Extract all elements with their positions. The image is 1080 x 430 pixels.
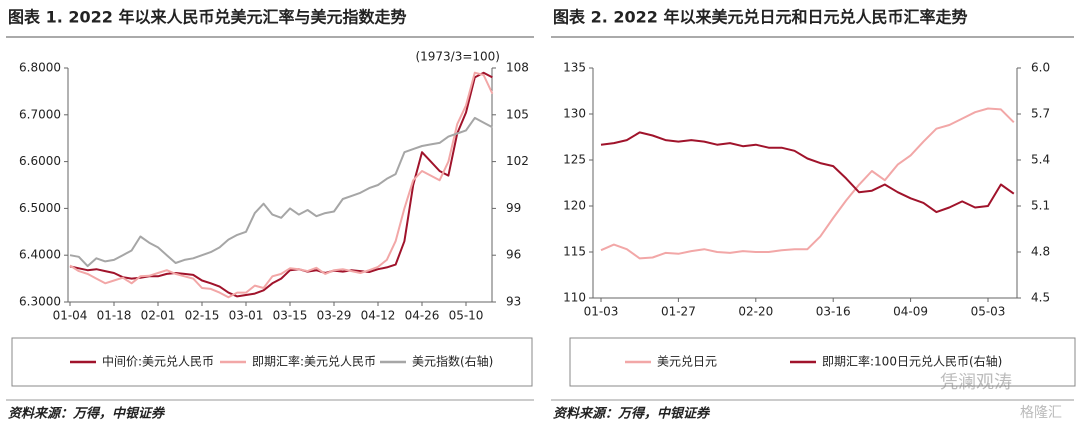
x-tick-label: 01-04 — [53, 309, 88, 323]
series-line — [600, 107, 1015, 260]
y-tick-label: 120 — [563, 199, 586, 213]
y-tick-label: 135 — [563, 61, 586, 75]
y2-tick-label: 93 — [506, 295, 521, 309]
legend-box — [11, 337, 533, 387]
x-tick-label: 01-18 — [97, 309, 132, 323]
y2-tick-label: 5.7 — [1031, 107, 1050, 121]
y-tick-label: 110 — [563, 291, 586, 305]
chart-title: 图表 1. 2022 年以来人民币兑美元汇率与美元指数走势 — [8, 8, 406, 27]
x-tick-label: 04-26 — [405, 309, 440, 323]
y2-tick-label: 96 — [506, 248, 521, 262]
legend-label: 即期汇率:美元兑人民币 — [252, 354, 376, 369]
y-tick-label: 6.3000 — [19, 295, 61, 309]
y-tick-label: 6.5000 — [19, 201, 61, 215]
series-line — [69, 116, 493, 268]
x-tick-label: 04-09 — [893, 305, 928, 319]
source-note: 资料来源：万得，中银证券 — [8, 406, 166, 422]
y-tick-label: 6.6000 — [19, 154, 61, 168]
y2-tick-label: 102 — [506, 154, 529, 168]
x-tick-label: 03-01 — [229, 309, 264, 323]
y-tick-label: 6.7000 — [19, 107, 61, 121]
y-tick-label: 130 — [563, 107, 586, 121]
x-tick-label: 01-27 — [661, 305, 696, 319]
chart-title: 图表 2. 2022 年以来美元兑日元和日元兑人民币汇率走势 — [553, 8, 967, 27]
x-tick-label: 05-03 — [971, 305, 1006, 319]
legend-label: 美元兑日元 — [657, 355, 717, 369]
x-tick-label: 03-15 — [273, 309, 308, 323]
x-tick-label: 05-10 — [449, 309, 484, 323]
x-tick-label: 04-12 — [361, 309, 396, 323]
watermark: 格隆汇 — [1020, 405, 1062, 421]
series-line — [69, 71, 493, 298]
x-tick-label: 02-01 — [141, 309, 176, 323]
x-tick-label: 02-20 — [738, 305, 773, 319]
y2-axis-label: (1973/3=100) — [415, 50, 500, 64]
x-tick-label: 03-16 — [816, 305, 851, 319]
y2-tick-label: 4.5 — [1031, 291, 1050, 305]
watermark: 凭澜观涛 — [940, 372, 1012, 393]
y2-tick-label: 5.1 — [1031, 199, 1050, 213]
x-tick-label: 03-29 — [317, 309, 352, 323]
series-line — [69, 71, 494, 299]
y2-tick-label: 108 — [506, 61, 529, 75]
y2-tick-label: 4.8 — [1031, 245, 1050, 259]
series-line — [600, 131, 1015, 214]
y-tick-label: 6.4000 — [19, 248, 61, 262]
y-tick-label: 125 — [563, 153, 586, 167]
y-tick-label: 6.8000 — [19, 61, 61, 75]
legend-label: 中间价:美元兑人民币 — [102, 354, 214, 369]
legend-box — [569, 337, 1076, 387]
source-note: 资料来源：万得，中银证券 — [553, 406, 711, 422]
y2-tick-label: 6.0 — [1031, 61, 1050, 75]
legend-label: 美元指数(右轴) — [412, 354, 493, 369]
y2-tick-label: 105 — [506, 107, 529, 121]
x-tick-label: 02-15 — [185, 309, 220, 323]
legend-label: 即期汇率:100日元兑人民币(右轴) — [822, 354, 1002, 369]
x-tick-label: 01-03 — [584, 305, 619, 319]
y-tick-label: 115 — [563, 245, 586, 259]
y2-tick-label: 99 — [506, 201, 521, 215]
y2-tick-label: 5.4 — [1031, 153, 1050, 167]
